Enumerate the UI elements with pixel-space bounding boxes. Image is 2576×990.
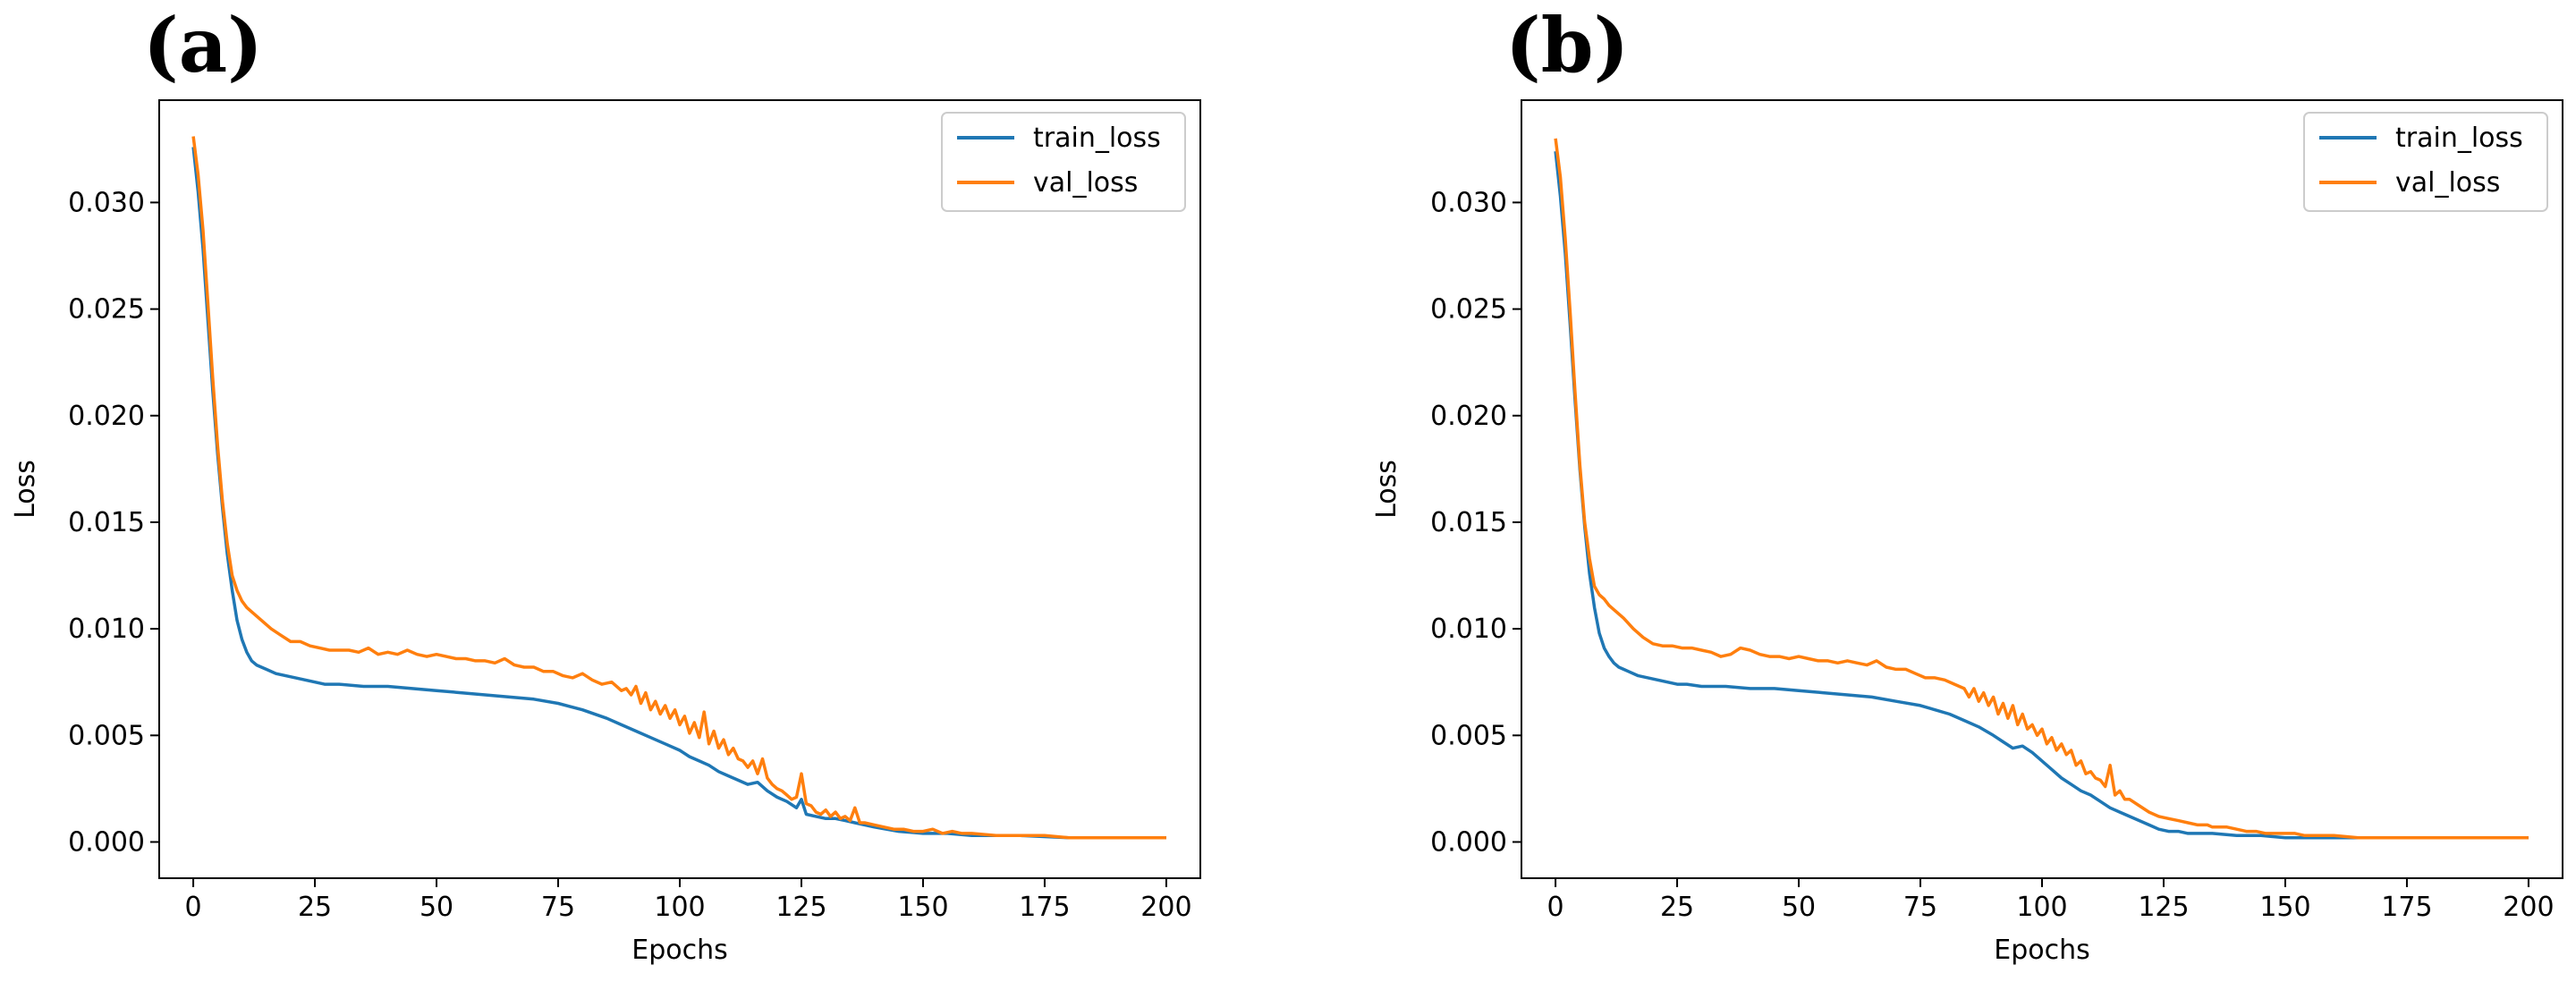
x-tick-label: 100 <box>654 892 705 923</box>
x-tick-label: 0 <box>1547 892 1564 923</box>
panel-a: (a) Loss Epochs 0 25 50 75 100 125 150 175 200 0.… <box>10 1 1201 966</box>
x-tick-label: 150 <box>897 892 948 923</box>
y-tick-label: 0.025 <box>68 294 145 326</box>
panel-b-ticks: 0 25 50 75 100 125 150 175 200 0.000 0.005 0.010 0.0… <box>1430 187 2554 923</box>
x-tick-label: 75 <box>1903 892 1937 923</box>
y-tick-label: 0.000 <box>68 826 145 858</box>
y-tick-label: 0.010 <box>68 613 145 645</box>
x-tick-label: 150 <box>2259 892 2310 923</box>
y-tick-label: 0.000 <box>1430 826 1507 858</box>
x-tick-label: 200 <box>2503 892 2554 923</box>
panel-a-axes-frame <box>158 99 1201 879</box>
panel-b-axes-frame <box>1521 99 2563 879</box>
x-tick-label: 100 <box>2016 892 2067 923</box>
val-loss-line-b <box>1554 138 2529 840</box>
panel-b: (b) Loss Epochs 0 25 50 75 100 125 150 175 200 0.… <box>1371 1 2563 966</box>
y-tick-label: 0.030 <box>68 187 145 218</box>
legend-train-label-b: train_loss <box>2395 123 2523 154</box>
train-loss-line-a <box>191 147 1166 840</box>
x-tick-label: 125 <box>775 892 826 923</box>
x-tick-label: 50 <box>419 892 453 923</box>
y-tick-label: 0.010 <box>1430 613 1507 645</box>
val-loss-line-a <box>191 136 1166 840</box>
panel-b-xlabel: Epochs <box>1994 935 2090 966</box>
panel-a-legend: train_loss val_loss <box>941 112 1186 212</box>
legend-val-label-a: val_loss <box>1033 167 1138 199</box>
legend-train-label-a: train_loss <box>1033 123 1161 154</box>
x-tick-label: 175 <box>2381 892 2432 923</box>
train-loss-line-b <box>1554 151 2529 840</box>
panel-a-ylabel: Loss <box>10 460 41 519</box>
y-tick-label: 0.005 <box>1430 720 1507 751</box>
y-tick-label: 0.015 <box>1430 507 1507 538</box>
y-tick-label: 0.030 <box>1430 187 1507 218</box>
panel-b-ylabel: Loss <box>1371 460 1402 519</box>
x-tick-label: 0 <box>185 892 202 923</box>
panel-label-a: (a) <box>143 1 263 89</box>
x-tick-label: 25 <box>1660 892 1694 923</box>
panel-b-legend: train_loss val_loss <box>2303 112 2548 212</box>
panel-a-plot-area <box>191 136 1166 840</box>
x-tick-label: 75 <box>541 892 575 923</box>
x-tick-label: 175 <box>1019 892 1070 923</box>
x-tick-label: 125 <box>2138 892 2189 923</box>
x-tick-label: 50 <box>1782 892 1816 923</box>
y-tick-label: 0.020 <box>1430 401 1507 432</box>
x-tick-label: 25 <box>298 892 332 923</box>
panel-a-ticks: 0 25 50 75 100 125 150 175 200 0.000 0.005 0.010 0.0… <box>68 187 1191 923</box>
x-tick-label: 200 <box>1140 892 1191 923</box>
panel-a-xlabel: Epochs <box>631 935 728 966</box>
y-tick-label: 0.005 <box>68 720 145 751</box>
y-tick-label: 0.025 <box>1430 294 1507 326</box>
panel-b-plot-area <box>1554 138 2529 840</box>
y-tick-label: 0.020 <box>68 401 145 432</box>
panel-label-b: (b) <box>1505 1 1629 89</box>
legend-val-label-b: val_loss <box>2395 167 2500 199</box>
y-tick-label: 0.015 <box>68 507 145 538</box>
